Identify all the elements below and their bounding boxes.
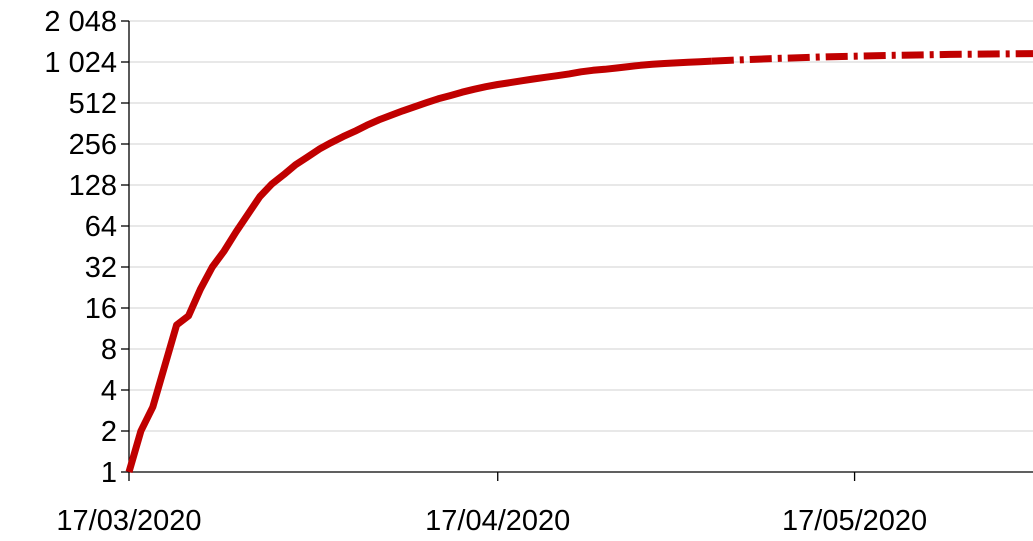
y-tick-label: 32 [85, 252, 117, 284]
y-tick-label: 512 [69, 88, 117, 120]
gridlines [129, 20, 1033, 432]
y-tick-label: 8 [101, 334, 117, 366]
y-tick-label: 128 [69, 170, 117, 202]
y-tick-label: 2 [101, 416, 117, 448]
x-tick-label: 17/03/2020 [56, 505, 201, 537]
tick-labels: 1 2 4 8 16 32 64 128 256 512 1 024 2 048 17/03/2020 1… [44, 6, 927, 537]
observed-series-line [125, 57, 713, 473]
x-tick-label: 17/05/2020 [782, 505, 927, 537]
x-tick-label: 17/04/2020 [425, 505, 570, 537]
y-tick-label: 4 [101, 375, 117, 407]
y-tick-label: 2 048 [44, 6, 117, 38]
data-series [125, 50, 1033, 473]
axes [121, 20, 1033, 481]
y-tick-label: 256 [69, 129, 117, 161]
y-tick-label: 16 [85, 293, 117, 325]
y-tick-label: 1 [101, 457, 117, 489]
y-tick-label: 1 024 [44, 47, 117, 79]
projection-series-line [711, 50, 1033, 65]
y-tick-label: 64 [85, 211, 117, 243]
